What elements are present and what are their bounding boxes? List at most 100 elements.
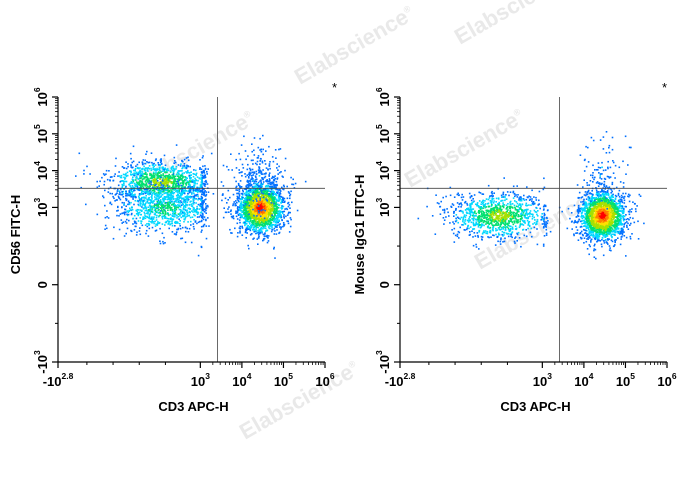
event-dot (246, 193, 248, 195)
event-dot (245, 237, 247, 239)
event-dot (175, 222, 177, 224)
event-dot (172, 188, 174, 191)
event-dot (267, 240, 270, 242)
event-dot (271, 214, 273, 216)
event-dot (137, 183, 140, 186)
event-dot (527, 224, 529, 226)
event-dot (260, 226, 263, 229)
event-dot (246, 199, 249, 201)
event-dot (178, 218, 180, 220)
event-dot (194, 189, 197, 191)
event-dot (276, 206, 279, 208)
event-dot (193, 209, 195, 211)
event-dot (274, 230, 276, 232)
event-dot (169, 194, 171, 197)
event-dot (265, 198, 267, 201)
event-dot (190, 171, 192, 173)
event-dot (263, 237, 266, 240)
event-dot (241, 234, 244, 236)
event-dot (270, 218, 273, 221)
event-dot (246, 201, 249, 204)
event-dot (163, 170, 166, 172)
x-axis-title: CD3 APC-H (158, 399, 228, 414)
event-dot (283, 217, 285, 219)
event-dot (164, 192, 166, 194)
event-dot (240, 186, 243, 188)
event-dot (201, 229, 203, 232)
event-dot (170, 168, 173, 170)
event-dot (453, 215, 455, 217)
event-dot (193, 207, 195, 209)
event-dot (240, 203, 243, 206)
event-dot (265, 150, 267, 152)
event-dot (256, 210, 258, 213)
event-dot (232, 193, 235, 196)
event-dot (469, 203, 471, 205)
event-dot (254, 209, 256, 212)
event-dot (161, 204, 164, 206)
event-dot (494, 244, 497, 246)
event-dot (146, 161, 148, 163)
event-dot (163, 192, 166, 195)
event-dot (106, 227, 108, 230)
event-dot (280, 216, 283, 218)
event-dot (246, 186, 249, 189)
event-dot (262, 192, 264, 194)
event-dot (136, 188, 138, 191)
event-dot (177, 164, 180, 166)
event-dot (273, 217, 276, 220)
event-dot (277, 197, 280, 199)
event-dot (502, 241, 504, 243)
event-dot (249, 234, 252, 236)
event-dot (160, 195, 163, 197)
event-dot (498, 207, 500, 210)
event-dot (241, 205, 243, 208)
event-dot (163, 184, 166, 187)
event-dot (230, 213, 232, 215)
event-dot (194, 214, 196, 217)
event-dot (160, 183, 162, 185)
event-dot (273, 178, 275, 181)
event-dot (272, 201, 275, 203)
event-dot (275, 215, 278, 218)
event-dot (256, 207, 259, 209)
event-dot (510, 211, 512, 214)
event-dot (248, 198, 251, 201)
event-dot (267, 215, 270, 218)
event-dot (184, 186, 186, 188)
event-dot (160, 158, 162, 160)
event-dot (271, 186, 273, 188)
event-dot (167, 194, 170, 197)
event-dot (251, 197, 253, 199)
event-dot (153, 176, 156, 179)
event-dot (267, 202, 270, 204)
event-dot (156, 200, 159, 203)
event-dot (161, 212, 164, 214)
event-dot (235, 186, 237, 189)
event-dot (162, 209, 165, 211)
event-dot (148, 161, 151, 164)
event-dot (525, 204, 528, 207)
event-dot (272, 212, 275, 214)
event-dot (190, 224, 192, 226)
event-dot (271, 175, 274, 178)
event-dot (242, 203, 244, 206)
event-dot (263, 217, 266, 220)
event-dot (186, 164, 188, 167)
event-dot (545, 226, 547, 228)
event-dot (267, 193, 269, 196)
event-dot (487, 225, 490, 227)
event-dot (164, 179, 166, 181)
event-dot (126, 227, 129, 230)
event-dot (486, 230, 489, 233)
event-dot (258, 171, 260, 174)
event-dot (257, 237, 260, 239)
event-dot (265, 185, 267, 188)
event-dot (269, 212, 272, 215)
event-dot (124, 208, 127, 211)
event-dot (267, 223, 270, 225)
event-dot (271, 177, 273, 179)
event-dot (232, 217, 235, 220)
event-dot (197, 254, 200, 257)
event-dot (164, 180, 166, 183)
